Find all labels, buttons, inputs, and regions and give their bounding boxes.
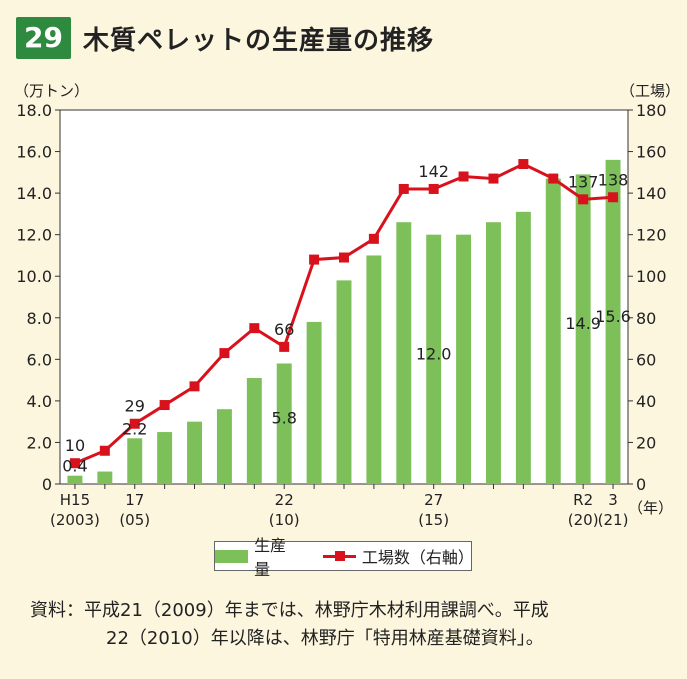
left-tick-label: 10.0 — [16, 267, 52, 286]
production-bar — [306, 321, 322, 484]
right-tick-label: 20 — [636, 433, 656, 452]
right-tick-label: 100 — [636, 267, 667, 286]
factory-count-marker — [189, 381, 200, 392]
chart-legend: 生産量 工場数（右軸） — [214, 536, 474, 579]
left-tick-label: 16.0 — [16, 143, 52, 162]
factory-count-marker — [339, 252, 349, 263]
combo-chart: 0 2.0 4.0 6.0 8.0 10.0 12.0 14.0 16.0 18.0 0 20 40 60… — [14, 82, 680, 529]
factory-count-marker — [279, 341, 290, 352]
x-tick-label-year: (05) — [119, 511, 150, 529]
production-label: 0.4 — [62, 457, 87, 476]
factory-count-label: 138 — [598, 170, 629, 189]
x-tick-label-year: (10) — [269, 511, 300, 529]
production-bar — [127, 438, 143, 484]
factory-count-marker — [249, 323, 260, 334]
x-tick-label: 22 — [275, 491, 294, 509]
factory-count-marker — [608, 192, 619, 203]
factory-count-label: 137 — [568, 172, 599, 191]
factory-count-marker — [458, 171, 469, 182]
factory-count-marker — [398, 183, 409, 194]
x-tick-label-year: (21) — [598, 511, 629, 529]
legend-item-factories: 工場数（右軸） — [322, 544, 474, 568]
x-tick-label-year: (2003) — [50, 511, 100, 529]
factory-count-marker — [518, 159, 529, 170]
legend-label-production: 生産量 — [254, 536, 287, 579]
factory-count-marker — [309, 254, 320, 265]
production-bar — [545, 178, 561, 485]
right-tick-label: 160 — [636, 143, 667, 162]
source-line-1: 資料：平成21（2009）年までは、林野庁木材利用課調べ。平成 — [30, 600, 549, 621]
factory-count-marker — [548, 173, 559, 184]
production-bar — [366, 255, 382, 484]
left-tick-label: 18.0 — [16, 101, 52, 120]
legend-label-factories: 工場数（右軸） — [361, 548, 474, 567]
x-tick-label-year: (15) — [418, 511, 449, 529]
left-tick-label: 4.0 — [27, 392, 52, 411]
left-tick-label: 8.0 — [27, 309, 52, 328]
left-axis-unit: （万トン） — [14, 82, 89, 100]
factory-count-label: 66 — [274, 320, 294, 339]
figure-title: 木質ペレットの生産量の推移 — [82, 25, 434, 56]
factory-count-marker — [368, 233, 379, 244]
production-bar — [187, 421, 202, 484]
source-note: 資料：平成21（2009）年までは、林野庁木材利用課調べ。平成 22（2010）… — [30, 597, 670, 653]
production-bar — [396, 222, 412, 484]
factory-count-marker — [578, 194, 589, 205]
right-axis-unit: （工場） — [620, 82, 680, 100]
production-label: 5.8 — [271, 409, 296, 428]
production-label: 2.2 — [122, 419, 147, 438]
production-bar — [486, 222, 501, 484]
x-tick-label: 17 — [125, 491, 144, 509]
legend-item-production: 生産量 — [215, 532, 301, 580]
left-tick-label: 2.0 — [27, 433, 52, 452]
production-bar — [276, 363, 292, 484]
production-bar — [97, 471, 113, 484]
production-bar — [575, 174, 591, 484]
production-bar — [605, 159, 621, 484]
factory-count-marker — [428, 183, 439, 194]
right-tick-label: 80 — [636, 309, 656, 328]
factory-count-marker — [219, 348, 230, 359]
right-tick-label: 0 — [636, 475, 646, 494]
left-tick-label: 0 — [42, 475, 52, 494]
right-tick-label: 140 — [636, 184, 667, 203]
right-tick-label: 40 — [636, 392, 656, 411]
factory-count-label: 10 — [65, 436, 85, 455]
production-bar — [216, 409, 232, 484]
factory-count-marker — [159, 400, 170, 411]
production-bar — [67, 475, 83, 484]
legend-bar-swatch — [215, 549, 249, 563]
production-label: 14.9 — [565, 314, 601, 333]
right-tick-label: 60 — [636, 350, 656, 369]
right-tick-label: 180 — [636, 101, 667, 120]
x-tick-label: 27 — [424, 491, 443, 509]
factory-count-label: 29 — [125, 397, 145, 416]
legend-line-swatch — [322, 549, 357, 563]
right-tick-label: 120 — [636, 226, 667, 245]
left-tick-label: 6.0 — [27, 350, 52, 369]
left-tick-label: 12.0 — [16, 226, 52, 245]
factory-count-marker — [69, 458, 80, 469]
factory-count-label: 142 — [418, 162, 449, 181]
production-bar — [515, 211, 531, 485]
production-label: 15.6 — [595, 307, 631, 326]
source-line-2: 22（2010）年以降は、林野庁「特用林産基礎資料」。 — [106, 628, 544, 649]
x-tick-label: R2 — [573, 491, 593, 509]
factory-count-marker — [129, 418, 140, 429]
figure-header: 29 木質ペレットの生産量の推移 — [16, 14, 434, 62]
x-tick-label: H15 — [60, 491, 90, 509]
production-bar — [157, 432, 173, 484]
x-axis-unit: （年） — [628, 499, 673, 517]
x-tick-label: 3 — [608, 491, 618, 509]
production-bar — [426, 234, 442, 484]
factory-count-marker — [488, 173, 499, 184]
left-tick-label: 14.0 — [16, 184, 52, 203]
production-bar — [246, 378, 262, 484]
production-label: 12.0 — [416, 344, 452, 363]
production-bar — [336, 280, 352, 484]
production-bar — [456, 234, 472, 484]
x-tick-label-year: (20) — [568, 511, 599, 529]
figure-number-badge: 29 — [16, 17, 71, 59]
factory-count-marker — [99, 445, 110, 456]
